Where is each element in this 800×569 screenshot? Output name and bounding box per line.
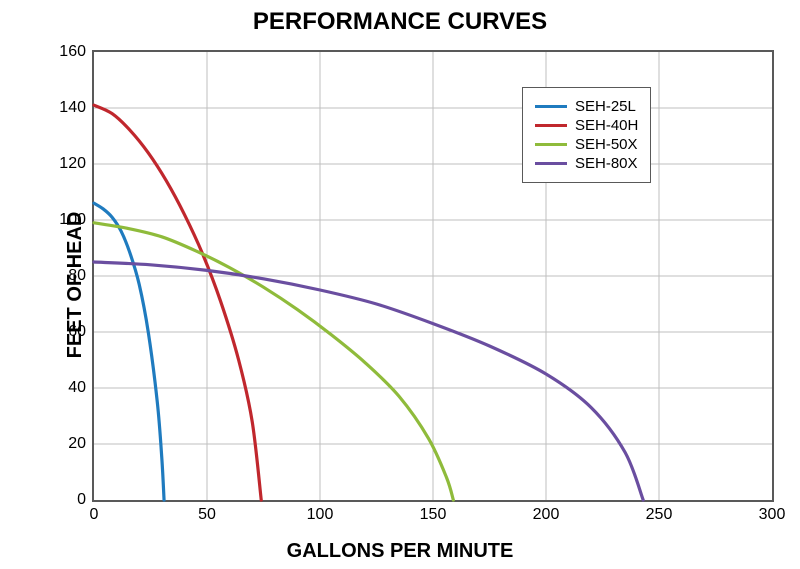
y-tick-label: 40 xyxy=(46,379,94,397)
legend-label: SEH-40H xyxy=(575,117,638,134)
legend-swatch xyxy=(535,105,567,108)
performance-curves-chart: PERFORMANCE CURVES FEET OF HEAD GALLONS … xyxy=(0,0,800,569)
x-tick-label: 100 xyxy=(307,500,334,524)
x-tick-label: 150 xyxy=(420,500,447,524)
x-tick-label: 250 xyxy=(646,500,673,524)
legend: SEH-25L SEH-40H SEH-50X SEH-80X xyxy=(522,87,651,183)
gridlines xyxy=(94,52,772,500)
x-tick-label: 300 xyxy=(759,500,786,524)
y-tick-label: 60 xyxy=(46,323,94,341)
x-axis-label: GALLONS PER MINUTE xyxy=(0,540,800,563)
series-SEH-80X xyxy=(94,262,643,500)
y-tick-label: 80 xyxy=(46,267,94,285)
y-tick-label: 140 xyxy=(46,99,94,117)
plot-svg xyxy=(94,52,772,500)
y-tick-label: 100 xyxy=(46,211,94,229)
y-tick-label: 20 xyxy=(46,435,94,453)
legend-swatch xyxy=(535,143,567,146)
y-tick-label: 160 xyxy=(46,43,94,61)
x-tick-label: 50 xyxy=(198,500,216,524)
series-SEH-25L xyxy=(94,203,164,500)
legend-item: SEH-50X xyxy=(535,136,638,153)
legend-swatch xyxy=(535,124,567,127)
chart-title: PERFORMANCE CURVES xyxy=(0,8,800,36)
x-tick-label: 0 xyxy=(90,500,99,524)
legend-item: SEH-80X xyxy=(535,155,638,172)
legend-label: SEH-80X xyxy=(575,155,638,172)
legend-label: SEH-50X xyxy=(575,136,638,153)
legend-item: SEH-40H xyxy=(535,117,638,134)
plot-area: 020406080100120140160 050100150200250300… xyxy=(92,50,774,502)
y-tick-label: 0 xyxy=(46,491,94,509)
legend-swatch xyxy=(535,162,567,165)
y-tick-label: 120 xyxy=(46,155,94,173)
legend-item: SEH-25L xyxy=(535,98,638,115)
legend-label: SEH-25L xyxy=(575,98,636,115)
x-tick-label: 200 xyxy=(533,500,560,524)
